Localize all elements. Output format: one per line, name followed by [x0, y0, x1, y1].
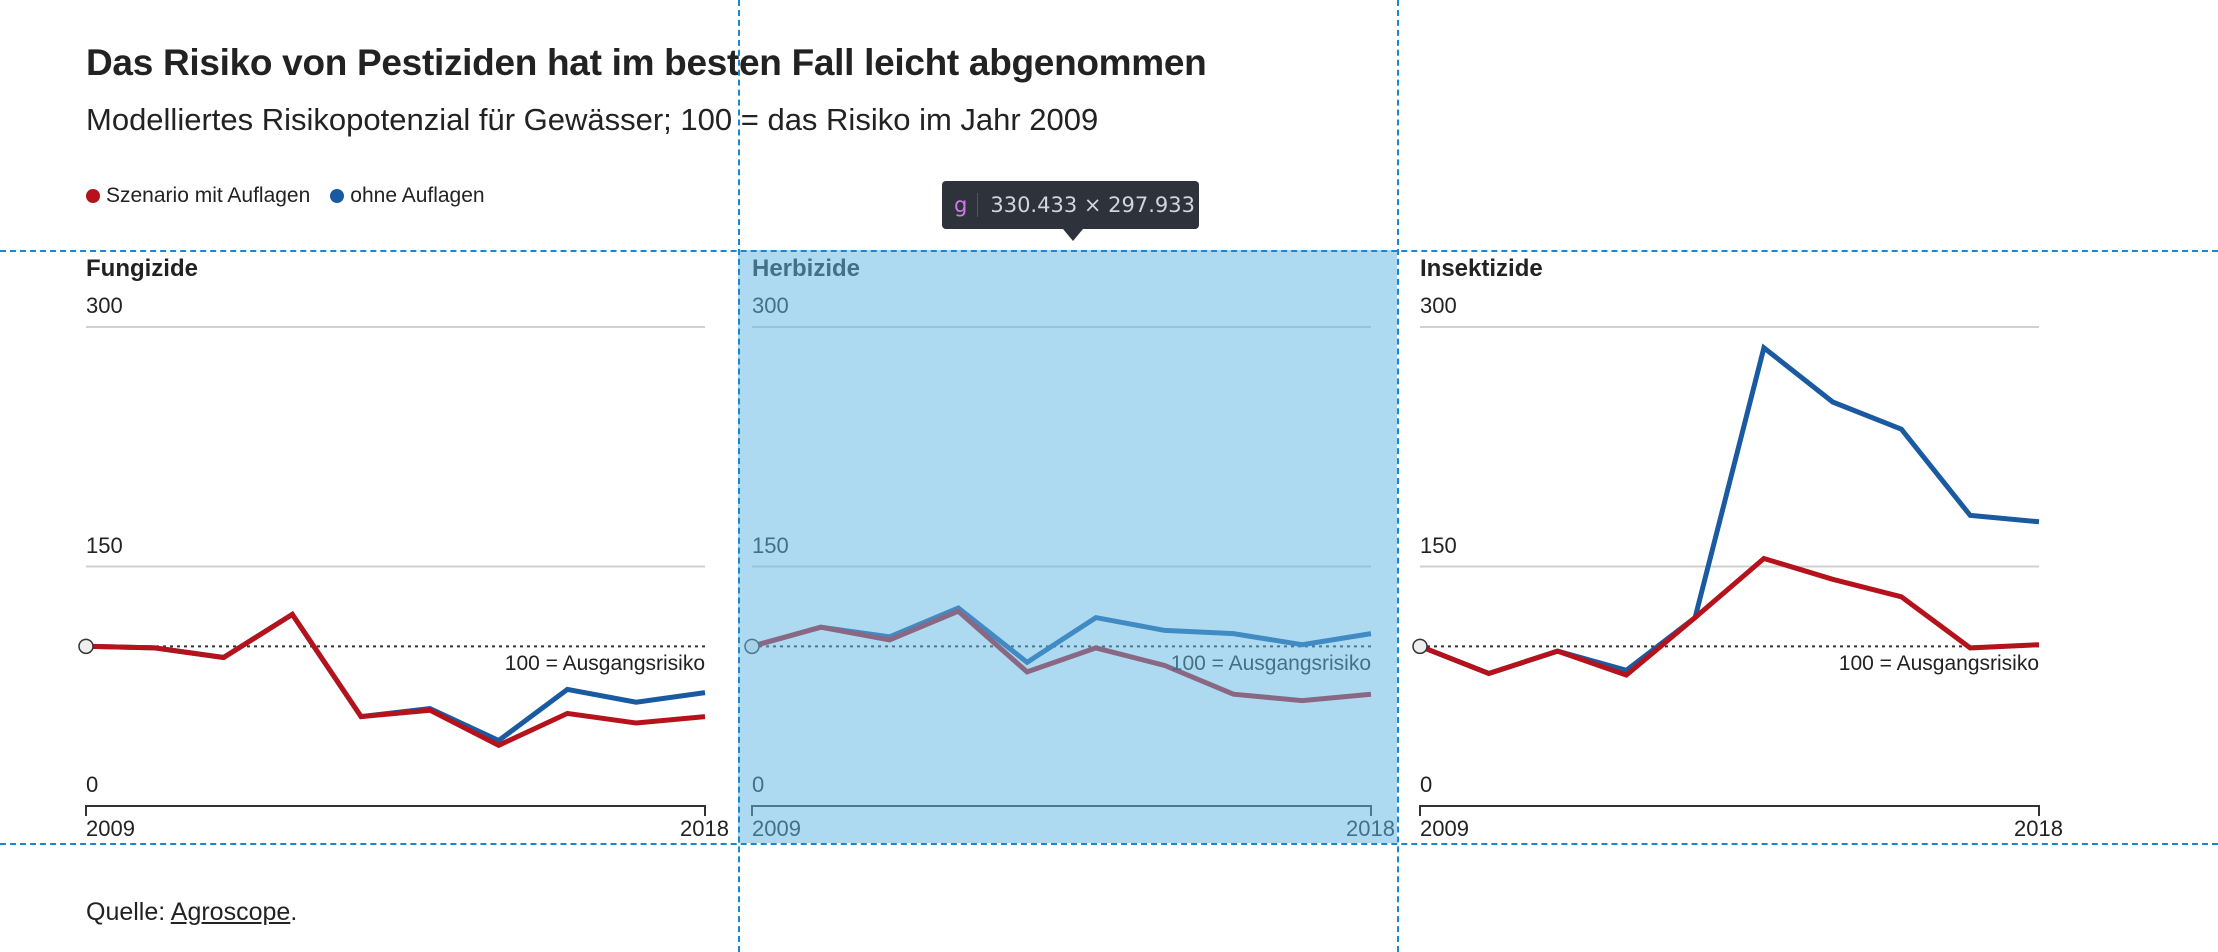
- element-tag: g: [942, 193, 979, 217]
- x-tick-label: 2018: [680, 816, 729, 841]
- guide-line: [738, 0, 740, 952]
- x-axis: [1419, 805, 2040, 816]
- source-note: Quelle: Agroscope.: [86, 898, 297, 927]
- baseline-marker: [744, 638, 760, 655]
- x-tick-label: 2009: [1420, 816, 1469, 841]
- y-tick-label: 300: [752, 293, 789, 318]
- chart-title: Das Risiko von Pestiziden hat im besten …: [86, 42, 1207, 83]
- series-line-ohne-auflagen: [1419, 343, 2040, 677]
- y-tick-label: 150: [1420, 532, 1457, 558]
- x-tick-label: 2018: [2014, 816, 2063, 841]
- panel-title: Herbizide: [752, 255, 861, 282]
- guide-line: [1397, 0, 1399, 952]
- legend-label: Szenario mit Auflagen: [106, 184, 311, 207]
- guide-line: [0, 250, 2218, 252]
- guide-line: [0, 843, 2218, 845]
- devtools-tooltip: g 330.433 × 297.933: [942, 181, 1199, 241]
- x-tick-label: 2009: [86, 816, 135, 841]
- legend: Szenario mit Auflagen ohne Auflagen: [86, 184, 485, 208]
- baseline-marker: [1412, 638, 1428, 655]
- x-tick-label: 2018: [1346, 816, 1395, 841]
- panel-title: Insektizide: [1420, 255, 1543, 282]
- red-dot-icon: [86, 189, 100, 203]
- legend-label: ohne Auflagen: [350, 184, 485, 207]
- baseline-marker: [78, 638, 94, 655]
- source-link[interactable]: Agroscope: [170, 898, 291, 926]
- blue-dot-icon: [330, 189, 345, 203]
- series-line-mit-auflagen: [85, 610, 706, 749]
- baseline-label: 100 = Ausgangsrisiko: [1170, 652, 1371, 676]
- element-size: 330.433 × 297.933: [990, 193, 1195, 217]
- y-tick-label: 300: [1420, 293, 1457, 318]
- series-line-mit-auflagen: [1419, 555, 2040, 678]
- source-suffix: .: [290, 898, 298, 926]
- y-tick-label: 150: [752, 532, 789, 558]
- source-prefix: Quelle:: [86, 898, 171, 926]
- panel-title: Fungizide: [86, 255, 198, 282]
- y-tick-label: 150: [86, 532, 123, 558]
- baseline-label: 100 = Ausgangsrisiko: [1838, 652, 2039, 676]
- chart-subtitle: Modelliertes Risikopotenzial für Gewässe…: [86, 102, 1099, 137]
- y-tick-label: 0: [86, 772, 99, 797]
- x-axis: [85, 805, 706, 816]
- baseline-label: 100 = Ausgangsrisiko: [504, 652, 705, 676]
- x-tick-label: 2009: [752, 816, 801, 841]
- legend-item-mit-auflagen: Szenario mit Auflagen: [86, 184, 310, 208]
- x-axis: [751, 805, 1372, 816]
- y-tick-label: 0: [1420, 772, 1433, 797]
- y-tick-label: 300: [86, 293, 123, 318]
- legend-item-ohne-auflagen: ohne Auflagen: [330, 184, 485, 208]
- y-tick-label: 0: [752, 772, 765, 797]
